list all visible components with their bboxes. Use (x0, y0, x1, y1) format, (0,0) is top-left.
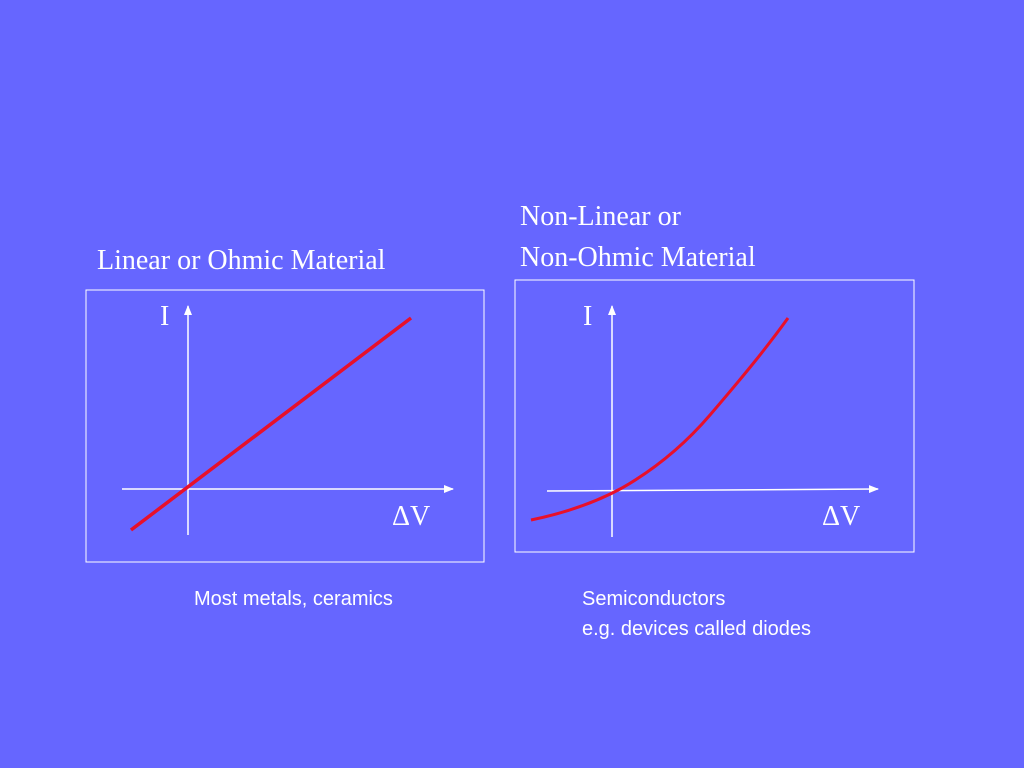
nonlinear-voltage-axis-label: ΔV (822, 501, 860, 532)
nonlinear-graph-frame (514, 279, 915, 553)
linear-graph-frame (85, 289, 485, 563)
nonlinear-graph-panel: I ΔV (514, 279, 915, 553)
linear-voltage-axis-label: ΔV (392, 501, 430, 532)
nonlinear-material-title-line2: Non-Ohmic Material (520, 242, 756, 273)
nonlinear-iv-curve (530, 317, 790, 522)
linear-current-axis-label: I (160, 301, 169, 332)
nonlinear-material-title-line1: Non-Linear or (520, 201, 681, 232)
nonlinear-examples-caption-line2: e.g. devices called diodes (582, 618, 812, 640)
linear-graph-panel: I ΔV (85, 289, 485, 563)
linear-material-title: Linear or Ohmic Material (97, 245, 386, 276)
nonlinear-examples-caption-line1: Semiconductors (582, 588, 726, 610)
linear-iv-curve (129, 316, 413, 532)
nonlinear-current-axis-label: I (583, 301, 592, 332)
linear-examples-caption: Most metals, ceramics (194, 588, 393, 610)
nonlinear-voltage-axis (546, 485, 879, 494)
